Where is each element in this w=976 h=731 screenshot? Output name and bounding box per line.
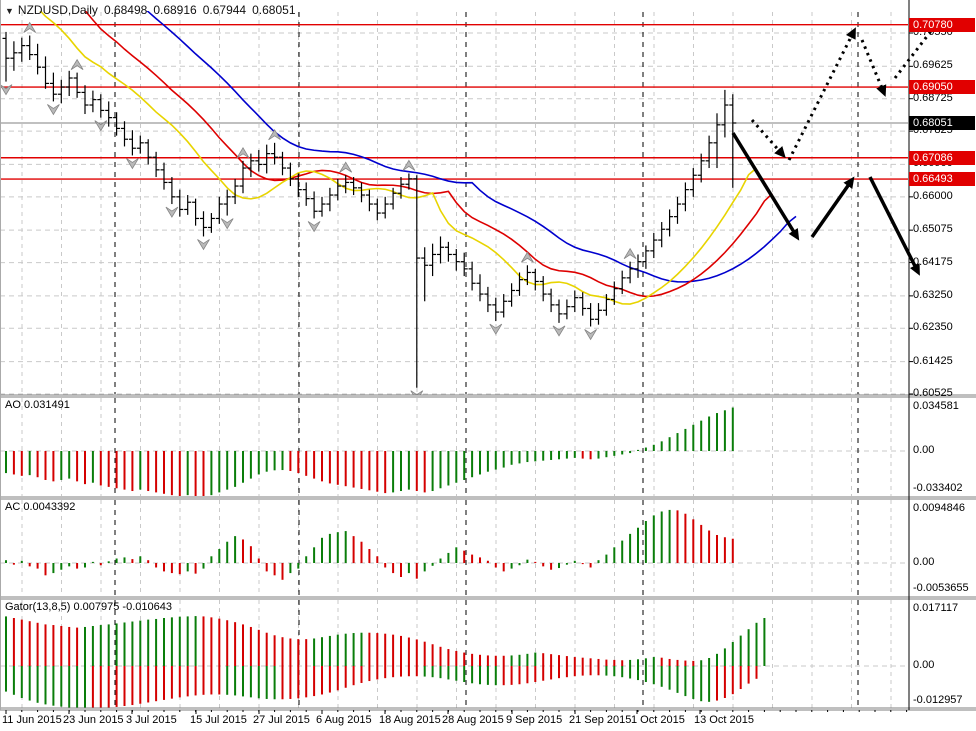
date-label: 9 Sep 2015 [506,714,563,726]
ohlc-bars [2,31,737,388]
price-scale-label: 0.66000 [913,189,953,202]
date-label: 1 Oct 2015 [631,714,685,726]
ac-min-label: -0.0053655 [913,582,969,594]
ohlc-close-value: 0.68051 [252,3,296,17]
ac-zero-label: 0.00 [913,556,935,568]
price-scale-label: 0.68725 [913,91,953,104]
trend-arrow-solid [868,176,920,276]
ao-zero-label: 0.00 [913,444,935,456]
level-price-badge: 0.67086 [909,150,975,165]
date-label: 28 Aug 2015 [442,714,504,726]
date-label: 27 Jul 2015 [253,714,310,726]
ao-histogram [5,407,734,496]
symbol-label: NZDUSD,Daily [17,3,98,17]
ao-min-label: -0.033402 [913,482,963,494]
trend-arrow-solid [731,132,800,241]
gator-min-label: -0.012957 [913,694,963,706]
gator-max-label: 0.017117 [913,602,959,614]
current-price-badge: 0.68051 [909,115,975,130]
date-label: 18 Aug 2015 [379,714,441,726]
alligator-lines [39,11,797,305]
ac-max-label: 0.0094846 [913,502,965,514]
symbol-dropdown-icon[interactable]: ▼ [5,6,14,16]
date-label: 11 Jun 2015 [2,714,62,726]
trend-arrow-dotted [860,39,887,97]
date-label: 13 Oct 2015 [694,714,754,726]
date-label: 23 Jun 2015 [63,714,124,726]
price-scale-label: 0.63250 [913,288,953,301]
alligator-lips-line [39,11,758,305]
trend-arrow-dotted [787,27,856,161]
level-price-badge: 0.66493 [909,172,975,187]
level-price-badge: 0.70780 [909,17,975,32]
ohlc-open-value: 0.68498 [103,3,148,17]
trend-arrow-dotted [750,119,786,159]
date-label: 6 Aug 2015 [316,714,372,726]
gator-panel-label: Gator(13,8,5) 0.007975 -0.010643 [5,601,172,613]
ac-panel-label: AC 0.0043392 [5,501,76,513]
price-scale-label: 0.69625 [913,59,953,72]
ao-panel-label: AO 0.031491 [5,399,70,411]
panel-borders [0,0,976,714]
alligator-teeth-line [84,11,773,298]
price-scale-label: 0.64175 [913,255,953,268]
level-price-badge: 0.69050 [909,80,975,94]
period-separators [114,12,859,708]
gator-histogram [5,616,766,708]
ao-max-label: 0.034581 [913,400,959,412]
ohlc-low-value: 0.67944 [202,3,247,17]
date-label: 21 Sep 2015 [569,714,632,726]
gator-zero-label: 0.00 [913,659,935,671]
trend-arrow-solid [810,176,855,239]
ohlc-high-value: 0.68916 [153,3,197,17]
date-label: 3 Jul 2015 [126,714,177,726]
price-scale-label: 0.61425 [913,354,953,367]
alligator-jaw-line [146,11,797,283]
ac-histogram [5,509,734,580]
price-scale-label: 0.65075 [913,223,953,236]
fractal-markers [0,21,637,395]
chart-title: ▼ NZDUSD,Daily 0.68498 0.68916 0.67944 0.6805… [5,3,302,17]
date-label: 15 Jul 2015 [190,714,247,726]
trend-arrow-dotted [893,18,941,79]
price-scale-label: 0.60525 [913,387,953,399]
price-scale-label: 0.62350 [913,321,953,334]
forecast-arrows[interactable] [731,18,941,276]
price-level-lines[interactable] [0,24,908,180]
